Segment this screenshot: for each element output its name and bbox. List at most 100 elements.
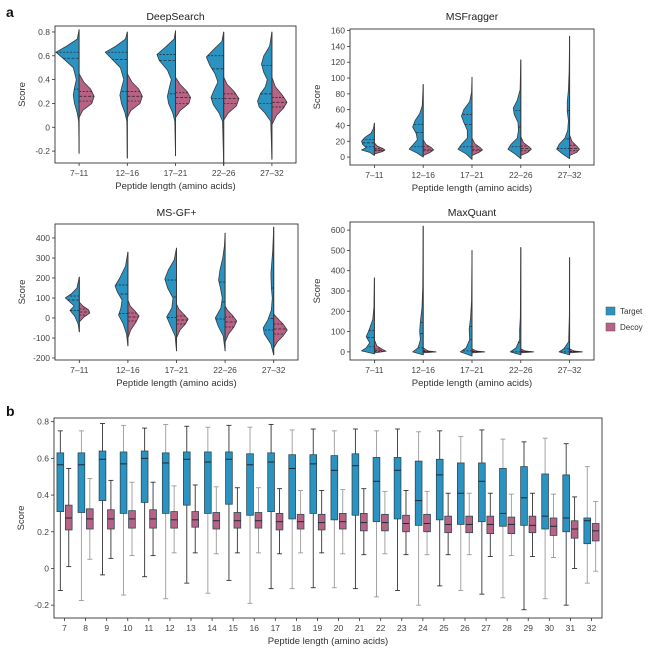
x-tick-label: 14 [207, 623, 217, 633]
x-tick-label: 22 [376, 623, 386, 633]
legend-label-target: Target [620, 307, 643, 316]
box-target [562, 474, 570, 533]
box-target [225, 451, 233, 505]
violin-target [459, 250, 473, 357]
y-tick-label: 0.2 [37, 527, 49, 537]
x-tick-label: 16 [249, 623, 259, 633]
x-tick-label: 7–11 [70, 168, 89, 178]
box-target [372, 457, 381, 523]
x-tick-label: 12–16 [411, 365, 435, 375]
violin-target [64, 276, 80, 333]
violin-target [257, 31, 273, 160]
box-target [478, 462, 486, 523]
panel-boxplot: -0.2 0 0.2 0.4 0.6 0.8 7 8 9 10 11 12 13 14 15 16 17 18 19… [16, 417, 603, 647]
x-tick-label: 28 [502, 623, 512, 633]
y-tick-label: 100 [331, 73, 345, 83]
x-tick-label: 12–16 [115, 168, 139, 178]
violin-decoy [224, 305, 238, 343]
x-tick-label: 21 [355, 623, 365, 633]
y-axis-label: Score [312, 279, 323, 304]
box-target [161, 452, 170, 514]
box-target [140, 450, 149, 503]
y-tick-label: -0.2 [35, 146, 50, 156]
x-tick-label: 20 [334, 623, 344, 633]
x-tick-label: 7–11 [365, 365, 384, 375]
box-target [435, 458, 444, 521]
y-tick-label: 0 [44, 563, 49, 573]
violin-target [55, 29, 80, 154]
x-tick-label: 9 [104, 623, 109, 633]
x-tick-label: 18 [292, 623, 302, 633]
legend-swatch-decoy [605, 322, 616, 332]
panel-title: MaxQuant [448, 207, 497, 219]
y-tick-label: 60 [336, 105, 346, 115]
violin-target [408, 83, 424, 158]
y-axis-label: Score [17, 82, 28, 107]
panel-deepsearch: -0.2 0 0.2 0.4 0.6 0.8 7–11 12–16 17–21 22–26 27–3… [17, 11, 297, 192]
x-tick-label: 17 [271, 623, 281, 633]
box-decoy [507, 516, 516, 534]
x-tick-label: 27 [481, 623, 491, 633]
y-tick-label: 300 [36, 253, 50, 263]
y-tick-label: 0.6 [38, 51, 50, 61]
y-tick-label: 0.8 [38, 27, 50, 37]
x-tick-label: 7–11 [70, 365, 89, 375]
x-tick-label: 13 [186, 623, 196, 633]
violin-decoy [126, 73, 143, 119]
x-axis-label: Peptide length (amino acids) [412, 378, 532, 389]
panel-title: DeepSearch [146, 11, 205, 23]
violin-decoy [271, 76, 288, 126]
box-target [351, 453, 360, 516]
x-tick-label: 22–26 [509, 170, 533, 180]
violin-decoy [223, 76, 240, 121]
y-tick-label: 0.8 [37, 417, 49, 427]
x-tick-label: 12–16 [116, 365, 140, 375]
box-target [246, 453, 254, 516]
panel-maxquant: 0 100 200 300 400 500 600 7–11 12–16 17–21 22–26 27… [312, 207, 595, 389]
y-tick-label: 0.4 [37, 490, 49, 500]
violin-decoy [374, 339, 387, 354]
panel-title: MS-GF+ [157, 207, 197, 219]
box-target [414, 460, 423, 526]
y-tick-label: -200 [33, 353, 50, 363]
box-target [119, 451, 128, 514]
x-tick-label: 27–32 [558, 365, 582, 375]
y-tick-label: -0.2 [34, 600, 49, 610]
y-tick-label: 600 [331, 225, 345, 235]
x-tick-label: 11 [144, 623, 153, 633]
y-tick-label: 80 [336, 89, 346, 99]
x-tick-label: 8 [83, 623, 88, 633]
y-axis-label: Score [17, 280, 28, 305]
x-tick-label: 7 [62, 623, 67, 633]
violin-decoy [471, 348, 486, 354]
box-target [330, 455, 339, 521]
violin-decoy [127, 299, 140, 339]
y-tick-label: 300 [331, 286, 345, 296]
x-tick-label: 30 [545, 623, 555, 633]
box-target [98, 450, 107, 501]
violin-decoy [176, 303, 189, 339]
panel-msgfplus: -200 -100 0 100 200 300 400 7–11 12–16 17–21 22–26… [17, 207, 299, 389]
legend-label-decoy: Decoy [620, 323, 643, 332]
y-tick-label: 0 [45, 122, 50, 132]
violin-target [558, 257, 570, 356]
box-target [204, 451, 212, 514]
y-tick-label: 0.6 [37, 453, 49, 463]
violin-target [556, 35, 570, 160]
x-tick-label: 17–21 [460, 170, 484, 180]
y-tick-label: 140 [331, 41, 345, 51]
x-axis-label: Peptide length (amino acids) [412, 183, 532, 194]
x-tick-label: 23 [397, 623, 407, 633]
plot-frame [53, 417, 603, 619]
box-target [520, 466, 528, 526]
box-decoy [591, 523, 600, 542]
y-tick-label: 100 [331, 327, 345, 337]
x-tick-label: 22–26 [212, 168, 236, 178]
x-tick-label: 12–16 [411, 170, 435, 180]
x-tick-label: 15 [228, 623, 238, 633]
box-target [183, 451, 191, 506]
x-tick-label: 24 [418, 623, 428, 633]
box-target [393, 457, 402, 520]
x-tick-label: 27–32 [260, 168, 284, 178]
y-tick-label: 0 [340, 347, 345, 357]
